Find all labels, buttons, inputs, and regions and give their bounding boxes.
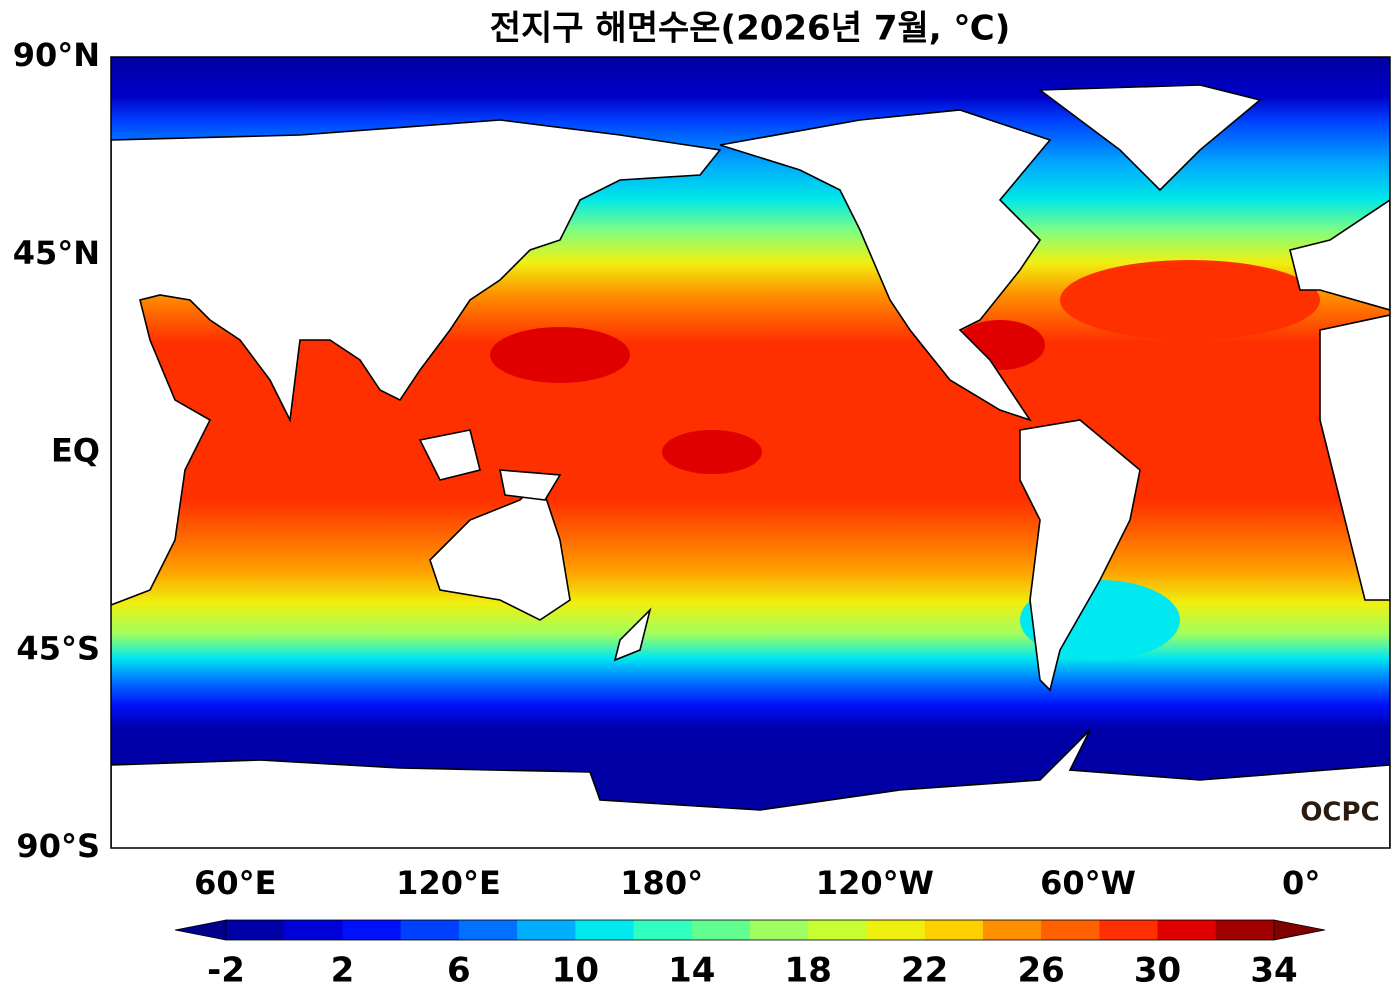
colorbar-bin xyxy=(1157,920,1217,940)
lat-tick-label: EQ xyxy=(51,432,100,470)
islands xyxy=(418,429,652,662)
lon-tick-label: 180° xyxy=(620,864,703,902)
colorbar-tick-label: 14 xyxy=(668,951,715,991)
map-frame xyxy=(110,56,1391,849)
colorbar-bin xyxy=(226,920,285,940)
lat-tick-label: 90°S xyxy=(16,827,100,865)
colorbar-bin xyxy=(575,920,635,940)
colorbar-bin xyxy=(400,920,460,940)
land xyxy=(111,84,1390,848)
colorbar-frame xyxy=(225,919,1275,941)
colorbar-bin xyxy=(633,920,693,940)
south-america xyxy=(1019,419,1141,692)
australia xyxy=(429,478,571,621)
lon-tick-label: 120°W xyxy=(816,864,934,902)
colorbar-bin xyxy=(1215,920,1275,940)
colorbar-tick-label: 6 xyxy=(447,951,471,991)
colorbar-bin xyxy=(342,920,402,940)
colorbar-tick-label: -2 xyxy=(207,951,245,991)
logo: OCPC xyxy=(1300,798,1379,828)
lon-tick-label: 60°E xyxy=(194,864,276,902)
colorbar-bin xyxy=(284,920,343,940)
colorbar-tick-label: 22 xyxy=(901,951,948,991)
colorbar-bin xyxy=(924,920,984,940)
antarctica xyxy=(111,729,1390,848)
colorbar-bin xyxy=(808,920,867,940)
colorbar-tick-label: 34 xyxy=(1250,951,1297,991)
colorbar-bin xyxy=(691,920,751,940)
colorbar-tick-label: 26 xyxy=(1017,951,1064,991)
warm-area xyxy=(1060,260,1320,340)
colorbar-bin xyxy=(1041,920,1100,940)
lat-tick-label: 45°N xyxy=(13,234,100,272)
colorbar-tick-label: 30 xyxy=(1134,951,1181,991)
lon-tick-label: 60°W xyxy=(1040,864,1136,902)
colorbar-tick-label: 18 xyxy=(785,951,832,991)
colorbar-tick-label: 10 xyxy=(552,951,599,991)
sst-field xyxy=(111,57,1390,848)
colorbar-bin xyxy=(1099,920,1159,940)
colorbar-under xyxy=(174,919,227,941)
eurasia-africa xyxy=(111,119,722,606)
colorbar-bin xyxy=(517,920,576,940)
europe-africa-east xyxy=(1289,199,1390,601)
warm-pool xyxy=(490,327,630,383)
lat-tick-label: 45°S xyxy=(16,629,100,667)
colorbar-tick-label: 2 xyxy=(331,951,355,991)
colorbar-bin xyxy=(866,920,926,940)
colorbar-bin xyxy=(750,920,809,940)
colorbar-over xyxy=(1273,919,1326,941)
warm-pool xyxy=(662,430,762,474)
lon-tick-label: 120°E xyxy=(396,864,501,902)
map-title: 전지구 해면수온(2026년 7월, ℃) xyxy=(490,9,1010,49)
colorbar-bin xyxy=(982,920,1042,940)
lon-tick-label: 0° xyxy=(1282,864,1320,902)
north-america xyxy=(719,109,1052,422)
colorbar-bin xyxy=(458,920,518,940)
greenland xyxy=(1037,84,1262,192)
lat-tick-label: 90°N xyxy=(13,36,100,74)
